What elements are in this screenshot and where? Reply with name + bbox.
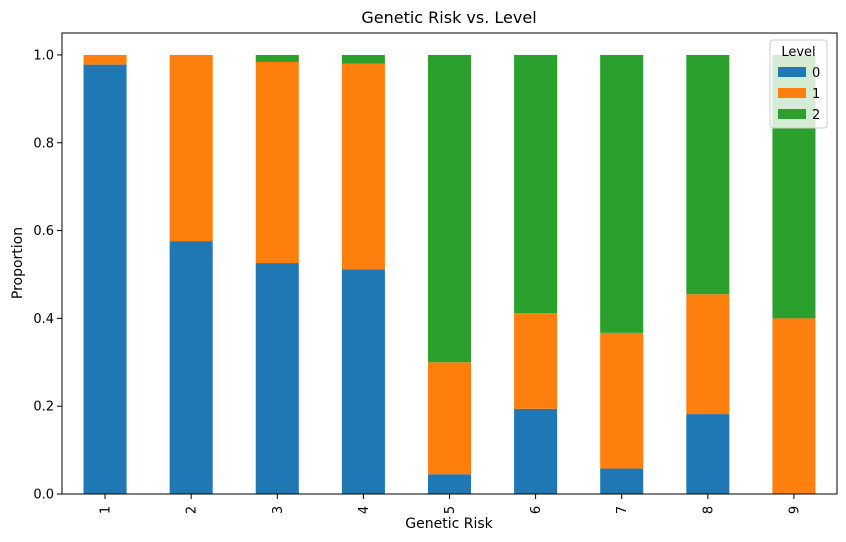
bar-3-level-1 bbox=[255, 61, 299, 264]
legend-swatch-level-0 bbox=[778, 67, 806, 77]
bar-6-level-0 bbox=[514, 408, 558, 494]
x-tick-label: 2 bbox=[185, 506, 200, 514]
legend-label-level-0: 0 bbox=[812, 66, 820, 81]
y-tick-label: 1.0 bbox=[33, 48, 54, 63]
bar-9-level-1 bbox=[772, 318, 816, 494]
x-tick-label: 3 bbox=[271, 506, 286, 514]
y-tick-label: 0.6 bbox=[33, 224, 54, 239]
legend-swatch-level-2 bbox=[778, 109, 806, 119]
x-tick-label: 1 bbox=[99, 506, 114, 514]
bar-7-level-2 bbox=[600, 54, 644, 333]
bar-4-level-0 bbox=[341, 269, 385, 494]
bar-3-level-0 bbox=[255, 263, 299, 494]
bar-2-level-1 bbox=[169, 54, 213, 242]
x-tick-label: 6 bbox=[529, 506, 544, 514]
y-tick-label: 0.4 bbox=[33, 312, 54, 327]
x-tick-label: 7 bbox=[615, 506, 630, 514]
bar-5-level-0 bbox=[427, 474, 472, 494]
y-axis: 0.0 0.2 0.4 0.6 0.8 1.0 bbox=[33, 48, 62, 503]
bar-6-level-1 bbox=[514, 313, 558, 409]
y-tick-label: 0.0 bbox=[33, 488, 54, 503]
legend-label-level-1: 1 bbox=[812, 87, 820, 102]
chart-title: Genetic Risk vs. Level bbox=[361, 8, 536, 27]
legend: Level 0 1 2 bbox=[769, 39, 828, 129]
legend-label-level-2: 2 bbox=[812, 108, 820, 123]
legend-title: Level bbox=[781, 45, 815, 60]
x-tick-label: 5 bbox=[443, 506, 458, 514]
bar-1-level-0 bbox=[83, 64, 127, 495]
bar-7-level-0 bbox=[600, 468, 644, 494]
bar-4-level-2 bbox=[341, 54, 385, 64]
bar-6-level-2 bbox=[514, 54, 558, 314]
x-tick-label: 8 bbox=[701, 506, 716, 514]
legend-swatch-level-1 bbox=[778, 88, 806, 98]
bar-8-level-1 bbox=[686, 294, 730, 415]
bars-layer bbox=[83, 54, 816, 495]
bar-1-level-1 bbox=[83, 54, 127, 65]
bar-2-level-0 bbox=[169, 241, 213, 494]
y-tick-label: 0.2 bbox=[33, 400, 54, 415]
x-tick-label: 9 bbox=[787, 506, 802, 514]
x-axis: 1 2 3 4 5 6 7 8 9 bbox=[99, 494, 802, 514]
bar-8-level-0 bbox=[686, 414, 730, 494]
bar-4-level-1 bbox=[341, 63, 385, 270]
legend-box bbox=[769, 39, 828, 129]
bar-5-level-1 bbox=[427, 362, 472, 475]
bar-3-level-2 bbox=[255, 54, 299, 62]
x-axis-label: Genetic Risk bbox=[405, 516, 493, 532]
x-tick-label: 4 bbox=[357, 506, 372, 514]
bar-7-level-1 bbox=[600, 332, 644, 469]
y-tick-label: 0.8 bbox=[33, 136, 54, 151]
y-axis-label: Proportion bbox=[10, 227, 26, 299]
bar-8-level-2 bbox=[686, 54, 730, 295]
bar-5-level-2 bbox=[427, 54, 472, 363]
